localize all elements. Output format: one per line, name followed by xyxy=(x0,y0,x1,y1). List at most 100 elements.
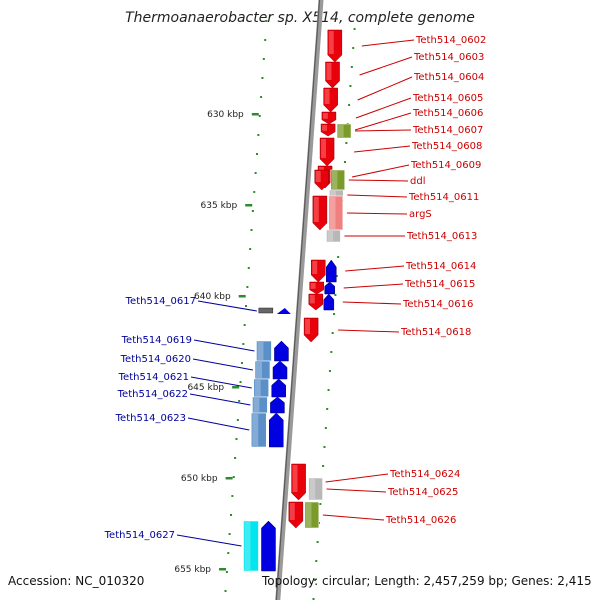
gene-shine xyxy=(328,31,334,54)
cog-shine xyxy=(309,479,316,499)
ring-dot-left xyxy=(236,419,239,421)
gene-label-teth514-0625[interactable]: Teth514_0625 xyxy=(387,487,458,498)
ring-dot-right xyxy=(315,560,318,562)
leader-line xyxy=(354,112,412,131)
ring-dot-left xyxy=(239,381,242,383)
ring-dot-left xyxy=(240,362,243,364)
ring-dot-right xyxy=(326,408,329,410)
gene-shine xyxy=(292,465,298,492)
gene-teth514-0616-cog[interactable] xyxy=(323,293,335,311)
map-title: Thermoanaerobacter sp. X514, complete ge… xyxy=(125,10,475,26)
gene-label-teth514-0609[interactable]: Teth514_0609 xyxy=(410,160,481,171)
gene-label-teth514-0619[interactable]: Teth514_0619 xyxy=(121,335,192,346)
ring-dot-left xyxy=(246,286,249,288)
gene-label-teth514-0621[interactable]: Teth514_0621 xyxy=(118,372,189,383)
scale-tick-label: 640 kbp xyxy=(194,292,231,302)
scale-tick-mark xyxy=(238,295,246,298)
scale-tick-mark xyxy=(245,204,253,207)
cog-shine xyxy=(305,503,312,527)
ring-dot-right xyxy=(349,85,352,87)
ring-dot-left xyxy=(235,438,238,440)
gene-label-teth514-0605[interactable]: Teth514_0605 xyxy=(412,93,483,104)
gene-label-args[interactable]: argS xyxy=(409,209,432,220)
gene-label-teth514-0611[interactable]: Teth514_0611 xyxy=(408,192,479,203)
leader-line xyxy=(359,56,413,76)
ring-dot-left xyxy=(250,229,253,231)
gene-label-teth514-0622[interactable]: Teth514_0622 xyxy=(117,389,188,400)
ring-dot-right xyxy=(337,256,340,258)
cog-shine xyxy=(338,125,344,137)
gene-label-teth514-0624[interactable]: Teth514_0624 xyxy=(389,469,460,480)
gene-label-teth514-0608[interactable]: Teth514_0608 xyxy=(411,141,482,152)
gene-label-teth514-0603[interactable]: Teth514_0603 xyxy=(413,52,484,63)
scale-tick-label: 635 kbp xyxy=(201,201,238,211)
ring-dot-left xyxy=(260,96,263,98)
leader-line xyxy=(355,129,412,132)
gene-shine xyxy=(321,139,326,158)
gene-teth514-0615-cog[interactable] xyxy=(324,281,335,295)
leader-line xyxy=(354,145,411,153)
gene-teth514-0623-arrow[interactable] xyxy=(269,412,284,448)
ring-dot-right xyxy=(312,598,315,600)
gene-shine xyxy=(324,89,330,104)
cog-shine xyxy=(329,197,336,229)
ring-dot-left xyxy=(232,476,235,478)
leader-line xyxy=(326,488,387,493)
ring-dot-right xyxy=(322,465,325,467)
topology-text: Topology: circular; Length: 2,457,259 bp… xyxy=(262,574,592,588)
gene-shine xyxy=(326,63,332,80)
leader-line xyxy=(355,97,412,119)
gene-label-teth514-0614[interactable]: Teth514_0614 xyxy=(405,261,476,272)
gene-teth514-0614-cog[interactable] xyxy=(326,259,337,283)
gene-label-teth514-0617[interactable]: Teth514_0617 xyxy=(125,296,196,307)
gene-label-teth514-0606[interactable]: Teth514_0606 xyxy=(412,108,483,119)
gene-teth514-0620-arrow[interactable] xyxy=(272,360,288,380)
cog-shine xyxy=(327,231,334,241)
ring-dot-right xyxy=(334,294,337,296)
ring-dot-left xyxy=(262,58,265,60)
gene-label-teth514-0607[interactable]: Teth514_0607 xyxy=(412,125,483,136)
leader-line xyxy=(197,300,257,312)
gene-label-teth514-0604[interactable]: Teth514_0604 xyxy=(413,72,484,83)
gene-label-teth514-0627[interactable]: Teth514_0627 xyxy=(104,530,175,541)
gene-label-teth514-0615[interactable]: Teth514_0615 xyxy=(404,279,475,290)
gene-shine xyxy=(310,283,316,289)
gene-label-teth514-0618[interactable]: Teth514_0618 xyxy=(400,327,471,338)
leader-line xyxy=(193,339,255,352)
ring-dot-right xyxy=(328,370,331,372)
ring-dot-left xyxy=(224,590,227,592)
leader-line xyxy=(338,329,400,333)
gene-teth514-0621-arrow[interactable] xyxy=(271,378,286,398)
ring-dot-right xyxy=(330,351,333,353)
ring-dot-left xyxy=(264,39,267,41)
cog-shine xyxy=(253,398,260,412)
gene-teth514-0617-arrow[interactable] xyxy=(276,308,291,314)
gene-teth514-0622-arrow[interactable] xyxy=(270,396,285,414)
leader-line xyxy=(345,265,405,272)
scale-tick-label: 650 kbp xyxy=(181,474,218,484)
gene-label-teth514-0602[interactable]: Teth514_0602 xyxy=(415,35,486,46)
gene-shine xyxy=(322,125,327,131)
ring-dot-left xyxy=(255,153,258,155)
gene-label-teth514-0626[interactable]: Teth514_0626 xyxy=(385,515,456,526)
gene-teth514-0627-arrow[interactable] xyxy=(261,520,276,572)
ring-dot-right xyxy=(313,579,316,581)
gene-label-teth514-0623[interactable]: Teth514_0623 xyxy=(115,413,186,424)
accession-text: Accession: NC_010320 xyxy=(8,574,145,588)
leader-line xyxy=(322,514,385,521)
ring-dot-left xyxy=(231,495,234,497)
gene-label-teth514-0613[interactable]: Teth514_0613 xyxy=(406,231,477,242)
leader-line xyxy=(347,194,408,198)
gene-label-teth514-0616[interactable]: Teth514_0616 xyxy=(402,299,473,310)
genome-backbone xyxy=(275,0,324,600)
scale-tick-mark xyxy=(219,568,227,571)
ring-dot-right xyxy=(343,161,346,163)
ring-dot-left xyxy=(251,210,254,212)
gene-teth514-0619-arrow[interactable] xyxy=(274,340,289,362)
gene-label-ddl[interactable]: ddl xyxy=(410,176,425,187)
cog-shine xyxy=(257,342,264,360)
ring-dot-left xyxy=(238,400,241,402)
leader-line xyxy=(343,283,404,289)
gene-label-teth514-0620[interactable]: Teth514_0620 xyxy=(120,354,191,365)
gene-teth514-0607-cog xyxy=(336,123,352,139)
